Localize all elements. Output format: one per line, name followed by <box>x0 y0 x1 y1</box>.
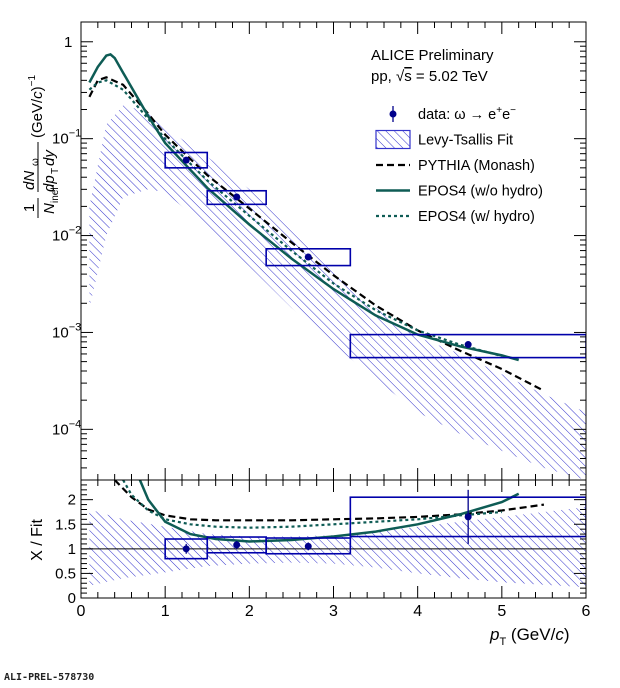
y-tick-label-top: 1 <box>64 34 72 51</box>
x-tick-label: 1 <box>161 603 170 620</box>
data-points-ratio <box>164 489 586 560</box>
y-tick-label-ratio: 0.5 <box>55 565 76 582</box>
x-tick-label: 3 <box>329 603 338 620</box>
data-ratio-sys-box-2 <box>265 537 352 555</box>
y-tick-label-top: 10−2 <box>52 225 81 245</box>
data-top-sys-box-1 <box>206 189 267 206</box>
svg-text:N: N <box>41 203 58 214</box>
legend-label: PYTHIA (Monash) <box>418 158 535 174</box>
svg-text:dp: dp <box>41 175 58 192</box>
data-ratio-marker-3 <box>464 513 472 521</box>
x-tick-label: 2 <box>245 603 254 620</box>
svg-text:T: T <box>50 168 61 174</box>
y-tick-label-top: 10−1 <box>52 128 81 148</box>
svg-text:dy: dy <box>41 149 58 166</box>
svg-text:ω: ω <box>30 158 41 166</box>
curve-top-epos4-w-o-hydro <box>88 53 520 362</box>
data-top-marker-3 <box>464 341 472 349</box>
y-tick-label-top: 10−4 <box>52 418 81 438</box>
sqrt-icon: √ <box>396 68 405 85</box>
data-top-sys-box-2 <box>265 248 352 267</box>
curve-ratio-epos4-w-hydro <box>122 480 502 529</box>
y-tick-label-ratio: 1.5 <box>55 516 76 533</box>
data-points-top <box>164 151 586 359</box>
legend-label: data: ω → e+e− <box>418 105 516 123</box>
x-tick-label: 0 <box>77 603 86 620</box>
data-top-marker-0 <box>182 156 190 164</box>
x-axis-title: pT (GeV/c) <box>489 625 570 648</box>
data-top-marker-2 <box>304 253 312 261</box>
data-top-sys-box-3 <box>349 333 586 359</box>
data-top-marker-1 <box>233 193 241 201</box>
ratio-axes: 0 0.5 1 1.5 2 0 1 2 3 4 5 6 <box>55 479 591 620</box>
x-tick-label: 4 <box>413 603 422 620</box>
legend-marker <box>389 110 397 118</box>
curve-ratio-pythia-monash <box>113 480 545 522</box>
legend-hatched-box <box>375 129 411 150</box>
curve-top-epos4-w-hydro <box>88 79 503 358</box>
data-top-sys-box-0 <box>164 151 209 169</box>
figure-id: ALI-PREL-578730 <box>4 672 95 683</box>
y-tick-label-top: 10−3 <box>52 321 81 341</box>
chart-title: ALICE Preliminary <box>371 47 494 64</box>
legend-label: Levy-Tsallis Fit <box>418 133 513 149</box>
y-tick-label-ratio: 0 <box>68 590 76 607</box>
collision-system: pp, √s = 5.02 TeV <box>371 68 488 85</box>
fit-band-area-ratio <box>89 507 586 588</box>
curve-top-pythia-monash <box>88 76 545 392</box>
data-ratio-marker-2 <box>304 542 312 550</box>
legend-label: EPOS4 (w/ hydro) <box>418 209 535 225</box>
ratio-y-axis-title: X / Fit <box>29 519 46 561</box>
fit-band-ratio <box>89 507 586 588</box>
y-tick-label-ratio: 2 <box>68 492 76 509</box>
data-ratio-marker-1 <box>233 541 241 549</box>
model-curves-ratio <box>113 480 545 543</box>
y-tick-label-ratio: 1 <box>68 541 76 558</box>
x-tick-label: 5 <box>497 603 506 620</box>
data-ratio-marker-0 <box>182 545 190 553</box>
svg-text:dN: dN <box>21 171 38 190</box>
legend-label: EPOS4 (w/o hydro) <box>418 184 543 200</box>
model-curves-top <box>88 53 545 392</box>
legend: data: ω → e+e− Levy-Tsallis Fit PYTHIA (Mo… <box>375 105 543 225</box>
top-y-axis: 10−4 10−3 10−2 10−1 1 <box>52 22 587 481</box>
svg-text:(GeV/c)−1: (GeV/c)−1 <box>27 74 46 138</box>
x-tick-label: 6 <box>582 603 591 620</box>
svg-text:inel: inel <box>50 187 61 203</box>
svg-text:1: 1 <box>21 204 38 212</box>
top-y-axis-title: 1 N inel dN ω dp T dy (GeV/c)−1 <box>21 74 61 218</box>
